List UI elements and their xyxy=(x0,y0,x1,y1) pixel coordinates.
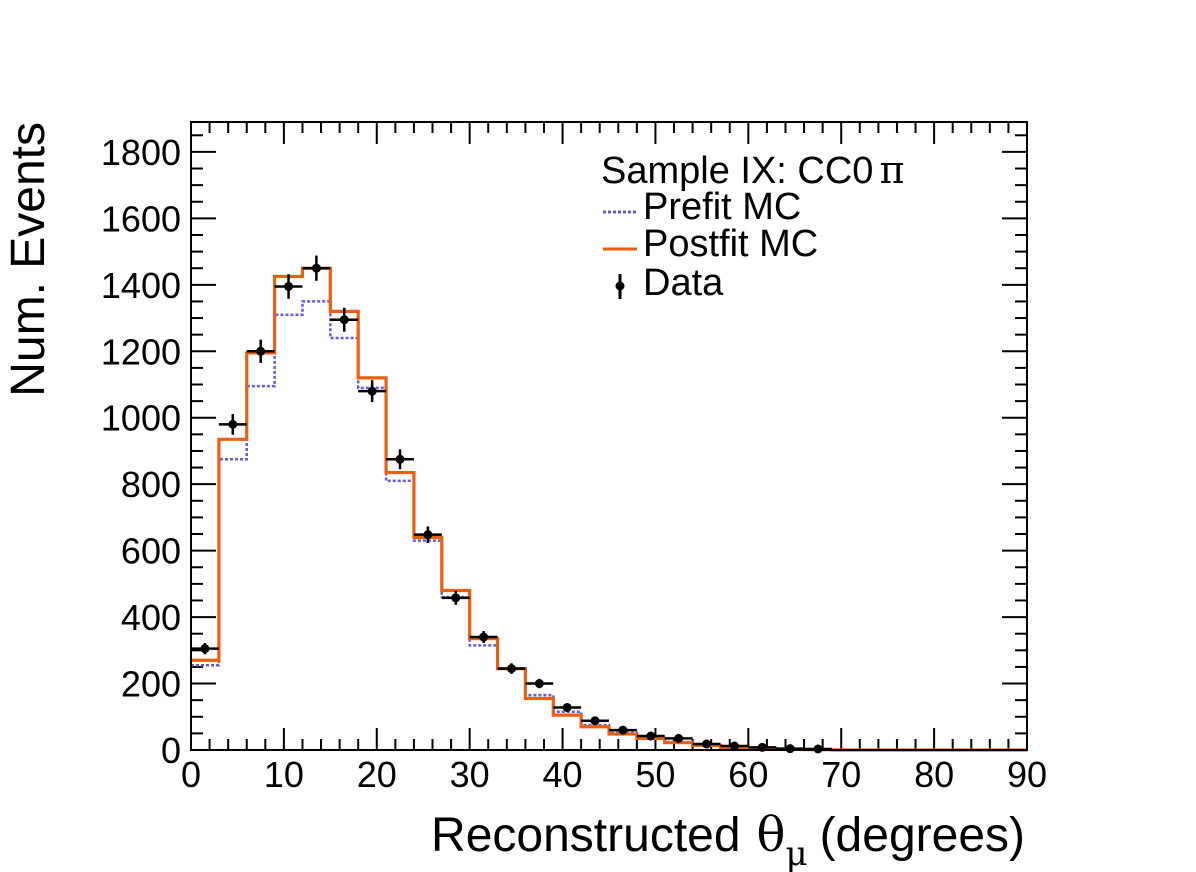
data-point xyxy=(469,631,498,644)
x-tick-label: 50 xyxy=(635,754,675,795)
sample-label-text: Sample IX: CC0 xyxy=(601,150,873,192)
legend: Prefit MC Postfit MC Data xyxy=(603,186,818,304)
axis-ticks xyxy=(190,122,1028,751)
data-marker xyxy=(339,315,349,325)
y-tick-labels: 0 200 400 600 800 1000 1200 1400 1600 1800 xyxy=(101,132,181,771)
data-marker xyxy=(367,386,377,396)
x-tick-label: 10 xyxy=(264,754,304,795)
data-marker xyxy=(311,263,321,273)
data-marker xyxy=(674,733,684,743)
legend-data-label: Data xyxy=(643,262,724,304)
data-point xyxy=(274,274,303,299)
data-point xyxy=(302,255,331,281)
y-tick-label: 0 xyxy=(161,730,181,771)
legend-data-marker xyxy=(615,281,625,291)
data-marker xyxy=(228,419,238,429)
x-axis-title-suffix: (degrees) xyxy=(820,809,1025,862)
data-point xyxy=(720,741,749,751)
data-marker xyxy=(200,644,210,654)
legend-postfit-label: Postfit MC xyxy=(643,223,818,265)
y-tick-label: 600 xyxy=(121,531,181,572)
y-tick-label: 1400 xyxy=(101,265,181,306)
data-marker xyxy=(423,530,433,540)
x-tick-label: 80 xyxy=(914,754,954,795)
x-axis-title: Reconstructed θμ (degrees) xyxy=(431,807,1025,872)
y-tick-label: 1000 xyxy=(101,398,181,439)
x-tick-label: 70 xyxy=(821,754,861,795)
data-point xyxy=(581,716,609,726)
data-marker xyxy=(646,731,656,741)
data-marker xyxy=(702,739,712,749)
x-axis-title-prefix: Reconstructed xyxy=(431,809,741,862)
legend-entry-data: Data xyxy=(615,262,724,304)
data-point xyxy=(664,733,693,743)
theta-symbol: θ xyxy=(757,807,786,863)
data-point xyxy=(246,339,275,363)
data-point xyxy=(191,643,219,655)
data-marker xyxy=(562,702,572,712)
data-marker xyxy=(451,593,461,603)
data-marker xyxy=(395,454,405,464)
legend-entry-postfit: Postfit MC xyxy=(603,223,818,265)
y-tick-label: 1800 xyxy=(101,132,181,173)
x-tick-label: 40 xyxy=(543,754,583,795)
data-point xyxy=(441,590,470,605)
data-point xyxy=(497,663,526,674)
mu-subscript: μ xyxy=(785,834,807,872)
sample-label: Sample IX: CC0 π xyxy=(601,148,904,192)
pi-symbol: π xyxy=(879,148,904,192)
data-point xyxy=(525,678,554,689)
data-marker xyxy=(618,725,628,735)
data-marker xyxy=(534,679,544,689)
data-marker xyxy=(256,346,266,356)
plot-frame xyxy=(190,121,1028,751)
data-point xyxy=(609,725,637,735)
x-tick-label: 0 xyxy=(181,754,201,795)
y-tick-label: 200 xyxy=(121,664,181,705)
y-tick-label: 800 xyxy=(121,464,181,505)
data-point xyxy=(330,307,359,332)
y-axis-title: Num. Events xyxy=(2,122,55,397)
x-tick-labels: 0 10 20 30 40 50 60 70 80 90 xyxy=(181,754,1047,795)
data-marker xyxy=(506,664,516,674)
data-point xyxy=(218,414,247,435)
data-point xyxy=(636,731,665,741)
x-tick-label: 90 xyxy=(1007,754,1047,795)
y-tick-label: 1600 xyxy=(101,198,181,239)
data-point xyxy=(553,702,582,712)
x-tick-label: 60 xyxy=(728,754,768,795)
data-marker xyxy=(729,741,739,751)
x-tick-label: 20 xyxy=(357,754,397,795)
data-point xyxy=(386,449,414,470)
data-point xyxy=(358,380,387,403)
data-marker xyxy=(479,632,489,642)
data-marker xyxy=(785,744,795,754)
data-marker xyxy=(590,716,600,726)
data-point xyxy=(413,526,442,543)
data-point xyxy=(692,739,721,749)
y-tick-label: 400 xyxy=(121,597,181,638)
y-tick-label: 1200 xyxy=(101,331,181,372)
legend-entry-prefit: Prefit MC xyxy=(603,186,801,228)
x-tick-label: 30 xyxy=(450,754,490,795)
data-marker xyxy=(284,281,294,291)
legend-prefit-label: Prefit MC xyxy=(643,186,801,228)
